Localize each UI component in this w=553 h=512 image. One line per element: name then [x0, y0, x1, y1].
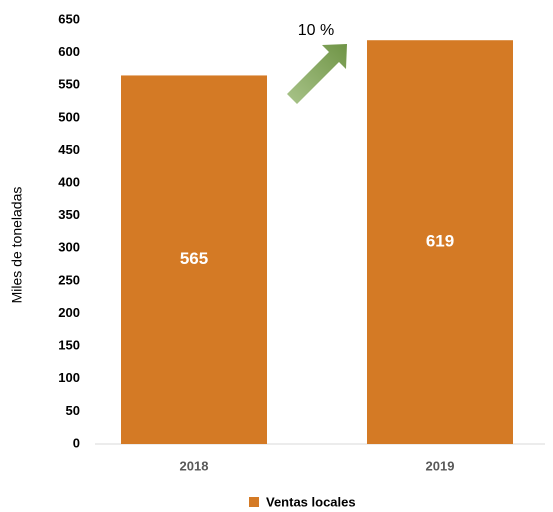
y-tick-label: 200 [58, 305, 80, 320]
y-tick-label: 350 [58, 207, 80, 222]
y-tick-label: 450 [58, 142, 80, 157]
y-tick-label: 150 [58, 338, 80, 353]
value-label: 565 [180, 249, 208, 268]
y-tick-label: 250 [58, 272, 80, 287]
y-tick-label: 600 [58, 44, 80, 59]
y-tick-label: 650 [58, 11, 80, 26]
bar [121, 75, 267, 444]
y-tick-label: 0 [73, 435, 80, 450]
legend-label: Ventas locales [266, 494, 356, 509]
y-tick-label: 550 [58, 77, 80, 92]
legend-swatch [249, 497, 259, 507]
y-tick-label: 50 [66, 403, 80, 418]
y-axis-label: Miles de toneladas [9, 187, 25, 304]
x-tick-label: 2018 [180, 458, 209, 473]
annotation: 10 % [298, 22, 334, 39]
x-tick-label: 2019 [426, 458, 455, 473]
growth-arrow [287, 44, 347, 104]
y-tick-label: 400 [58, 175, 80, 190]
y-tick-label: 300 [58, 240, 80, 255]
bar [367, 40, 513, 445]
y-tick-label: 500 [58, 109, 80, 124]
y-tick-label: 100 [58, 370, 80, 385]
value-label: 619 [426, 232, 454, 251]
